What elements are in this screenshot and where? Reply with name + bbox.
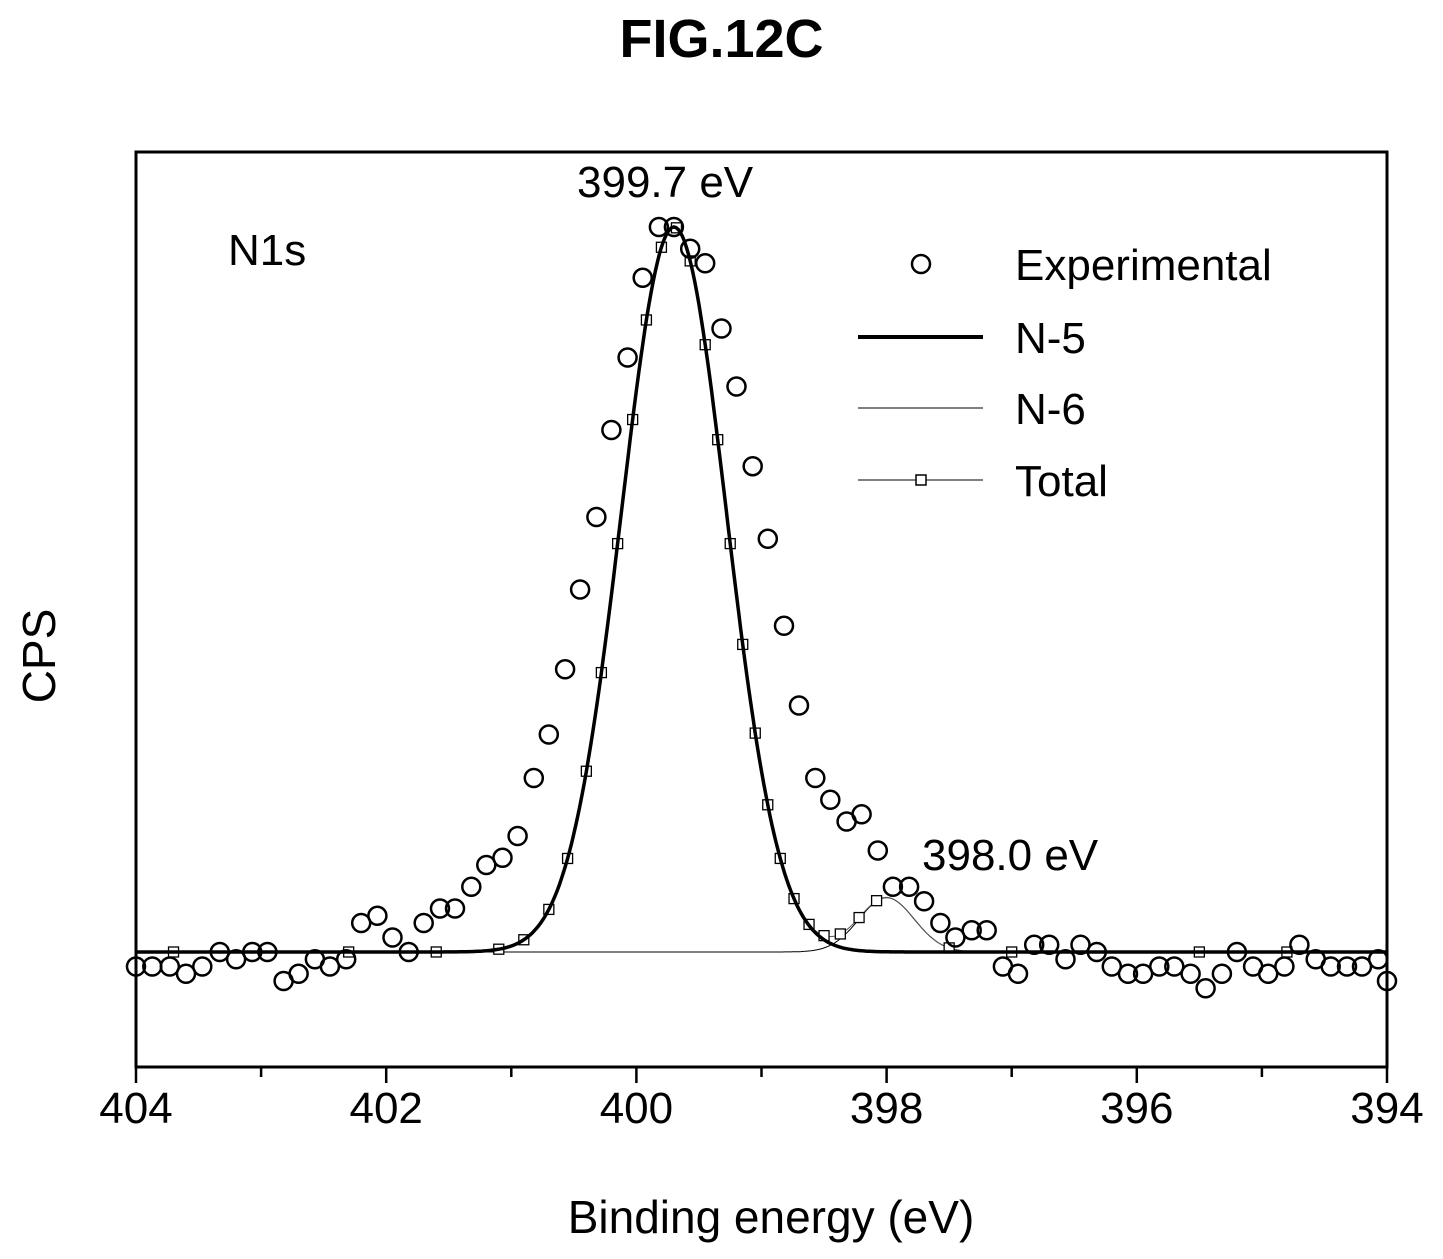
experimental-point: [242, 941, 263, 963]
experimental-point: [711, 318, 732, 339]
x-tick-label: 400: [600, 1084, 673, 1133]
experimental-point: [663, 216, 685, 238]
annotation-n1s: N1s: [228, 226, 306, 275]
experimental-point: [1117, 963, 1139, 985]
legend: Experimental N-5 N-6 Total: [858, 241, 1272, 506]
experimental-point: [1086, 941, 1108, 963]
experimental-point: [679, 238, 701, 260]
total-marker: [834, 928, 846, 940]
experimental-point: [1132, 963, 1154, 985]
experimental-point: [976, 920, 997, 941]
experimental-point: [945, 927, 966, 948]
experimental-point: [805, 767, 826, 789]
experimental-point: [1320, 956, 1341, 977]
experimental-point: [507, 825, 528, 847]
experimental-point: [1101, 956, 1123, 977]
experimental-point: [538, 724, 560, 745]
experimental-point: [694, 253, 716, 274]
experimental-point: [192, 956, 213, 977]
experimental-point: [617, 347, 638, 368]
experimental-point: [1070, 934, 1091, 956]
experimental-point: [1211, 963, 1233, 985]
experimental-point: [175, 963, 197, 985]
experimental-point: [898, 876, 920, 898]
experimental-point: [961, 920, 982, 941]
experimental-point: [882, 876, 904, 898]
experimental-point: [1336, 956, 1358, 977]
x-tick-label: 394: [1350, 1084, 1423, 1133]
experimental-point: [413, 912, 434, 934]
x-axis-label: Binding energy (eV): [568, 1191, 975, 1243]
experimental-point: [820, 789, 841, 811]
experimental-point: [209, 941, 231, 963]
series-n5-line: [136, 225, 1387, 954]
experimental-point: [335, 949, 357, 970]
experimental-point: [1289, 934, 1310, 956]
experimental-point: [492, 847, 513, 869]
total-marker: [870, 895, 883, 907]
total-marker: [853, 911, 865, 924]
legend-label-n5: N-5: [1015, 314, 1086, 363]
legend-label-total: Total: [1015, 457, 1108, 506]
figure-label: FIG.12C: [619, 9, 824, 69]
x-tick-label: 404: [99, 1084, 172, 1133]
experimental-point: [726, 376, 747, 397]
x-axis-ticks: 404 402 400 398 396 394: [99, 1067, 1424, 1133]
experimental-point: [1195, 978, 1216, 999]
experimental-point: [225, 949, 247, 970]
annotation-peak-main: 399.7 eV: [577, 158, 754, 207]
experimental-point: [867, 840, 889, 861]
experimental-point: [523, 767, 545, 789]
experimental-point: [1149, 956, 1170, 977]
experimental-point: [444, 898, 466, 919]
series-total-line: [136, 226, 1387, 953]
experimental-point: [1226, 941, 1248, 963]
x-tick-label: 402: [349, 1084, 422, 1133]
series-n6-line: [136, 897, 1387, 953]
experimental-point: [632, 267, 653, 289]
series-layer: [125, 216, 1398, 999]
experimental-point: [398, 941, 419, 963]
experimental-point: [1257, 963, 1279, 985]
experimental-point: [851, 804, 872, 825]
y-axis-label: CPS: [13, 609, 65, 704]
experimental-point: [601, 419, 622, 441]
experimental-point: [429, 898, 451, 919]
experimental-point: [1180, 963, 1201, 985]
experimental-point: [569, 579, 591, 600]
experimental-point: [1023, 934, 1045, 956]
annotation-peak-minor: 398.0 eV: [922, 831, 1099, 880]
legend-marker-total: [915, 474, 927, 486]
experimental-point: [1274, 956, 1295, 977]
experimental-point: [382, 927, 403, 948]
x-tick-label: 398: [850, 1084, 923, 1133]
experimental-point: [1367, 949, 1389, 970]
experimental-point: [257, 941, 278, 963]
experimental-point: [1007, 963, 1029, 985]
experimental-point: [586, 506, 607, 528]
experimental-point: [554, 659, 576, 680]
experimental-point: [288, 963, 309, 985]
experimental-point: [1164, 956, 1185, 977]
legend-marker-experimental: [910, 253, 932, 275]
experimental-point: [773, 615, 795, 637]
experimental-point: [159, 956, 181, 977]
experimental-point: [125, 956, 147, 977]
experimental-point: [1055, 949, 1076, 970]
experimental-point: [367, 905, 388, 927]
experimental-point: [757, 528, 779, 550]
experimental-point: [913, 891, 935, 912]
experimental-point: [461, 876, 482, 898]
legend-label-experimental: Experimental: [1015, 241, 1272, 290]
experimental-point: [1376, 970, 1398, 992]
experimental-point: [930, 912, 951, 934]
experimental-point: [319, 956, 341, 977]
experimental-point: [1038, 934, 1060, 956]
x-tick-label: 396: [1100, 1084, 1173, 1133]
experimental-point: [742, 455, 763, 477]
experimental-point: [648, 216, 670, 238]
legend-label-n6: N-6: [1015, 385, 1086, 434]
experimental-point: [788, 695, 810, 716]
